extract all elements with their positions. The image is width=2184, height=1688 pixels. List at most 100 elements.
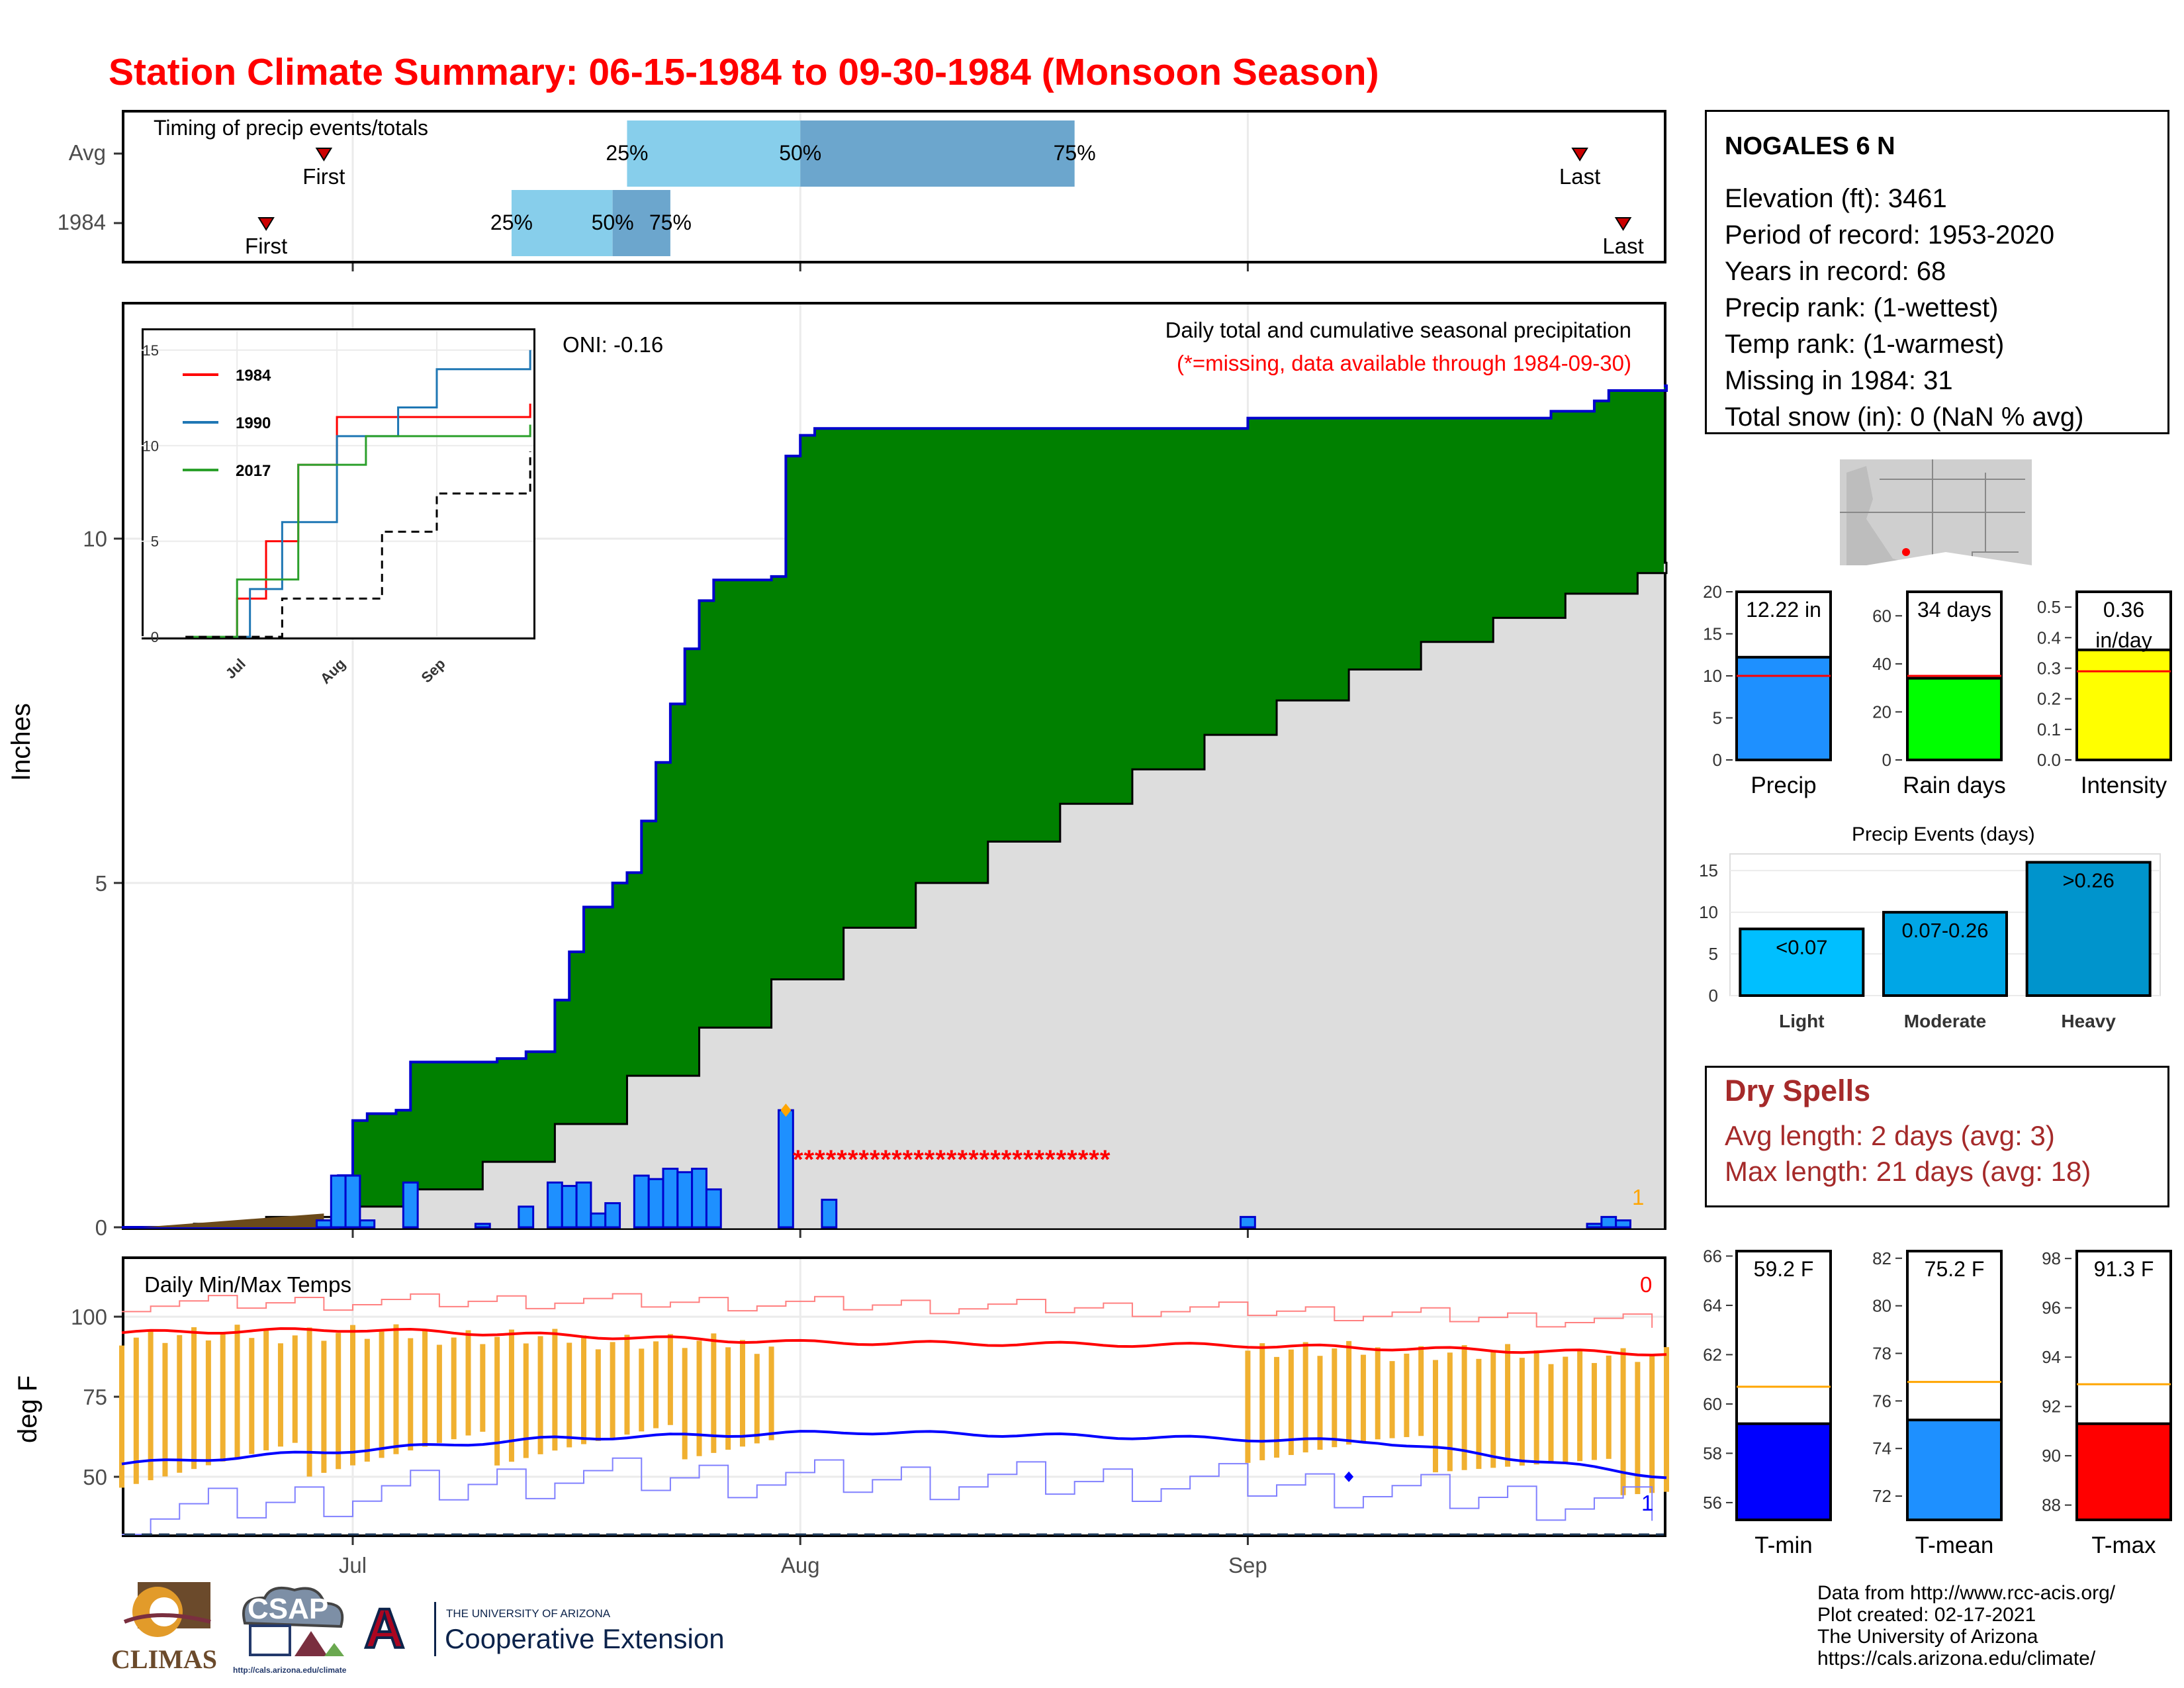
precip-daily-bar bbox=[518, 1205, 535, 1229]
temp-daily-bar bbox=[1274, 1356, 1280, 1458]
temp-daily-bar bbox=[537, 1336, 543, 1454]
summary-y-tick-label: 15 bbox=[1703, 624, 1722, 644]
summary-y-tick-label: 5 bbox=[1713, 708, 1722, 728]
precip-daily-bar bbox=[344, 1174, 361, 1229]
climas-logo-text: CLIMAS bbox=[111, 1644, 218, 1674]
temp-daily-bar bbox=[739, 1340, 745, 1447]
temp-daily-bar bbox=[1432, 1360, 1438, 1473]
summary-y-tick-label: 58 bbox=[1703, 1443, 1722, 1463]
summary-y-tick-label: 0.2 bbox=[2037, 689, 2061, 709]
temp-daily-bar bbox=[581, 1335, 587, 1444]
summary-y-tick-label: 20 bbox=[1703, 582, 1722, 602]
temp-chart: 50 75 100 Jul Aug Sep bbox=[71, 1259, 1669, 1577]
temp-daily-bar bbox=[1476, 1358, 1482, 1470]
csap-logo: CSAP http://cals.arizona.edu/climate bbox=[232, 1583, 351, 1676]
temp-daily-bar bbox=[1606, 1355, 1612, 1459]
temp-daily-bar bbox=[277, 1343, 283, 1447]
station-precip-rank: Precip rank: (1-wettest) bbox=[1725, 293, 1999, 322]
temp-daily-bar bbox=[177, 1335, 183, 1473]
ua-logo-top: THE UNIVERSITY OF ARIZONA bbox=[446, 1607, 611, 1620]
temp-daily-bar bbox=[711, 1333, 717, 1453]
temp-daily-bar bbox=[1375, 1347, 1381, 1440]
ua-logo-bottom: Cooperative Extension bbox=[445, 1623, 725, 1654]
summary-y-tick-label: 60 bbox=[1703, 1394, 1722, 1414]
temp-daily-bar bbox=[494, 1336, 500, 1466]
events-y-tick-label: 10 bbox=[1699, 902, 1718, 922]
temp-daily-bar bbox=[696, 1340, 702, 1456]
ua-logo: A THE UNIVERSITY OF ARIZONA Cooperative … bbox=[361, 1599, 758, 1675]
precip-cumulative-line bbox=[122, 384, 1668, 1229]
temp-daily-bar bbox=[436, 1344, 442, 1443]
temp-daily-bar bbox=[1577, 1349, 1583, 1462]
footer-plot-created: Plot created: 02-17-2021 bbox=[1817, 1604, 2036, 1626]
station-years: Years in record: 68 bbox=[1725, 257, 1946, 286]
temp-daily-bar bbox=[162, 1342, 168, 1477]
timing-q50-label: 50% bbox=[779, 141, 821, 165]
summary-y-tick-label: 62 bbox=[1703, 1344, 1722, 1364]
temp-daily-bar bbox=[1447, 1352, 1453, 1472]
temp-daily-bar bbox=[639, 1348, 645, 1432]
temp-record-line bbox=[122, 1293, 1653, 1328]
inset-series-line bbox=[185, 350, 531, 638]
page-title: Station Climate Summary: 06-15-1984 to 0… bbox=[109, 51, 1379, 93]
precip-daily-bar bbox=[1240, 1215, 1256, 1229]
precip-daily-bar bbox=[402, 1181, 419, 1229]
csap-logo-url: http://cals.arizona.edu/climate bbox=[233, 1665, 347, 1675]
summary-y-tick-label: 78 bbox=[1872, 1343, 1891, 1363]
precip-daily-bar bbox=[1615, 1219, 1631, 1229]
timing-q75-label: 75% bbox=[649, 211, 692, 234]
first-event-marker-icon bbox=[315, 148, 333, 162]
inset-y-tick-label: 5 bbox=[151, 534, 159, 550]
first-event-marker-icon bbox=[257, 217, 275, 231]
precip-daily-bar bbox=[821, 1198, 838, 1229]
temp-daily-bar bbox=[465, 1330, 471, 1436]
temp-daily-bar bbox=[422, 1331, 428, 1447]
summary-bar-xlabel: Intensity bbox=[2081, 773, 2167, 798]
temp-daily-bar bbox=[148, 1329, 154, 1481]
temp-daily-bar bbox=[379, 1331, 385, 1458]
events-bar bbox=[2025, 861, 2152, 998]
dry-spells-max: Max length: 21 days (avg: 18) bbox=[1725, 1156, 2091, 1187]
missing-note: (*=missing, data available through 1984-… bbox=[1176, 351, 1631, 375]
temp-daily-bar bbox=[1664, 1347, 1669, 1492]
summary-y-tick-label: 98 bbox=[2042, 1248, 2061, 1268]
temp-max-count: 0 bbox=[1640, 1272, 1653, 1297]
temp-daily-bar bbox=[451, 1337, 457, 1440]
summary-y-tick-label: 66 bbox=[1703, 1246, 1722, 1266]
timing-q75-label: 75% bbox=[1054, 141, 1096, 165]
dry-spells-avg: Avg length: 2 days (avg: 3) bbox=[1725, 1120, 2055, 1151]
summary-bar-xlabel: T-max bbox=[2091, 1532, 2156, 1558]
summary-y-tick-label: 72 bbox=[1872, 1486, 1891, 1506]
precip-y-tick-label: 10 bbox=[83, 527, 107, 551]
summary-bar-label: 34 days bbox=[1917, 598, 1991, 622]
station-info-panel bbox=[1705, 110, 2169, 434]
temp-daily-bar bbox=[1404, 1353, 1410, 1437]
climas-logo: CLIMAS bbox=[111, 1582, 217, 1675]
temp-daily-bar bbox=[754, 1354, 760, 1444]
temp-daily-bar bbox=[1360, 1354, 1366, 1442]
summary-y-tick-label: 92 bbox=[2042, 1397, 2061, 1417]
summary-bars: 0 5 10 15 20 12.22 in Precip 0 20 40 60 34 days Rain… bbox=[1699, 582, 2172, 1558]
events-y-tick-label: 0 bbox=[1709, 986, 1718, 1006]
summary-bar-label: 12.22 in bbox=[1746, 598, 1821, 622]
timing-q25-label: 25% bbox=[606, 141, 648, 165]
temp-daily-bar bbox=[321, 1340, 327, 1473]
station-snow: Total snow (in): 0 (NaN % avg) bbox=[1725, 402, 2084, 432]
temp-daily-bar bbox=[191, 1327, 197, 1470]
events-y-tick-label: 5 bbox=[1709, 944, 1718, 964]
temp-daily-bar bbox=[1418, 1346, 1424, 1436]
inset-legend-label: 1990 bbox=[236, 414, 271, 432]
precip-daily-bar bbox=[474, 1223, 491, 1229]
temp-daily-bar bbox=[1245, 1350, 1251, 1463]
temp-daily-bar bbox=[249, 1338, 255, 1454]
missing-marks: ***************************** bbox=[793, 1145, 1111, 1174]
timing-title: Timing of precip events/totals bbox=[154, 116, 428, 140]
summary-bar-value bbox=[2075, 1422, 2172, 1521]
timing-row-label: Avg bbox=[69, 140, 106, 165]
inset-y-tick-label: 0 bbox=[151, 629, 159, 645]
summary-bar-xlabel: T-mean bbox=[1915, 1532, 1994, 1558]
temp-daily-bar bbox=[1490, 1351, 1496, 1468]
events-bar-label: <0.07 bbox=[1776, 935, 1827, 959]
temp-daily-bar bbox=[306, 1327, 312, 1477]
summary-y-tick-label: 76 bbox=[1872, 1391, 1891, 1411]
